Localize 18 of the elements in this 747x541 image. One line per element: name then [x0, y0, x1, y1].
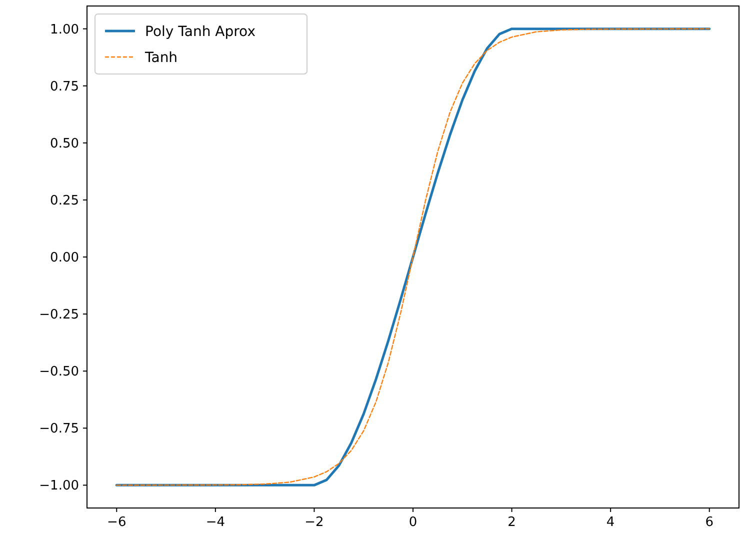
x-tick-label: −6 — [107, 515, 126, 530]
y-tick-label: 1.00 — [50, 22, 79, 38]
legend-label: Tanh — [144, 50, 178, 66]
x-tick-label: −4 — [206, 515, 226, 530]
y-tick-label: −1.00 — [39, 478, 79, 494]
y-tick-label: 0.75 — [50, 79, 79, 94]
x-tick-label: 0 — [408, 515, 418, 530]
y-tick-label: −0.25 — [39, 308, 79, 323]
x-tick-label: 6 — [705, 515, 714, 530]
legend-label: Poly Tanh Aprox — [145, 24, 256, 40]
y-tick-label: 0.50 — [50, 136, 79, 152]
y-tick-label: −0.75 — [39, 422, 79, 437]
x-tick-label: 4 — [606, 515, 615, 530]
x-tick-label: −2 — [304, 515, 324, 530]
y-tick-label: 0.25 — [50, 194, 79, 209]
x-tick-label: 2 — [508, 515, 516, 530]
y-tick-label: −0.50 — [39, 364, 79, 380]
y-tick-label: 0.00 — [50, 250, 79, 266]
